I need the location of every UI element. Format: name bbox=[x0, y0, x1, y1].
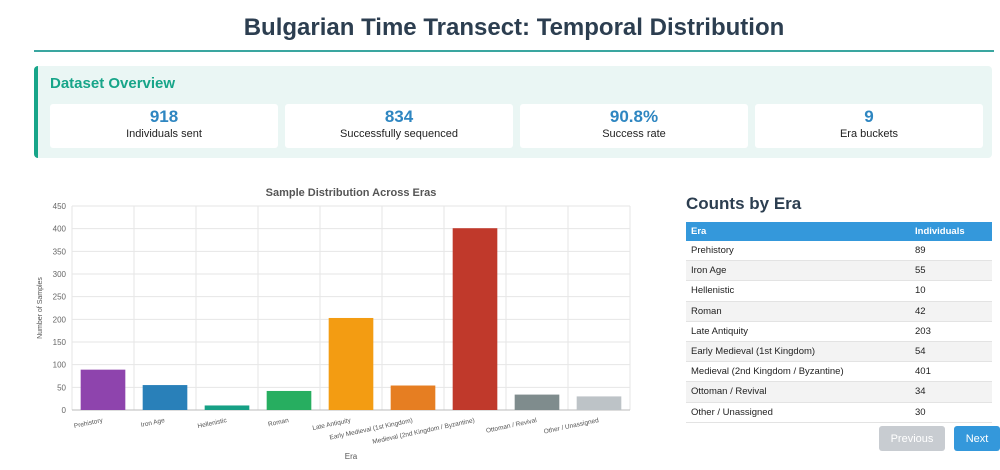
era-cell: Roman bbox=[686, 301, 910, 322]
era-cell: Other / Unassigned bbox=[686, 402, 910, 423]
table-row: Hellenistic 10 bbox=[686, 280, 992, 302]
bar bbox=[576, 396, 622, 410]
page-title: Bulgarian Time Transect: Temporal Distri… bbox=[243, 14, 785, 41]
count-cell: 401 bbox=[910, 361, 992, 383]
column-header-individuals: Individuals bbox=[910, 222, 992, 241]
era-cell: Medieval (2nd Kingdom / Byzantine) bbox=[686, 361, 910, 383]
y-tick-label: 100 bbox=[53, 361, 67, 370]
x-tick-label: Other / Unassigned bbox=[543, 417, 600, 436]
bar bbox=[328, 317, 374, 410]
stat-card-successfully-sequenced: 834 Successfully sequenced bbox=[285, 104, 513, 148]
y-tick-label: 450 bbox=[53, 202, 67, 211]
table-row: Other / Unassigned 30 bbox=[686, 402, 992, 423]
table-row: Roman 42 bbox=[686, 301, 992, 322]
bar bbox=[80, 369, 126, 410]
stat-card-success-rate: 90.8% Success rate bbox=[520, 104, 748, 148]
table-row: Late Antiquity 203 bbox=[686, 321, 992, 342]
stat-value: 918 bbox=[149, 107, 179, 126]
y-tick-label: 50 bbox=[57, 383, 66, 392]
dataset-overview: Dataset Overview 918 Individuals sent 83… bbox=[34, 66, 992, 158]
stat-label: Individuals sent bbox=[126, 128, 202, 140]
count-cell: 54 bbox=[910, 341, 992, 363]
count-cell: 30 bbox=[910, 402, 992, 423]
count-cell: 203 bbox=[910, 321, 992, 342]
next-button[interactable]: Next bbox=[954, 426, 1000, 451]
stat-card-era-buckets: 9 Era buckets bbox=[755, 104, 983, 148]
previous-button[interactable]: Previous bbox=[879, 426, 945, 451]
table-row: Prehistory 89 bbox=[686, 241, 992, 262]
era-cell: Iron Age bbox=[686, 260, 910, 282]
y-tick-label: 150 bbox=[53, 338, 67, 347]
x-axis-title: Era bbox=[345, 452, 358, 461]
count-cell: 34 bbox=[910, 381, 992, 403]
table-row: Early Medieval (1st Kingdom) 54 bbox=[686, 341, 992, 363]
bar bbox=[204, 405, 250, 410]
column-header-era: Era bbox=[686, 222, 910, 241]
y-tick-label: 0 bbox=[62, 406, 67, 415]
y-tick-label: 300 bbox=[53, 270, 67, 279]
x-tick-label: Ottoman / Revival bbox=[485, 417, 538, 435]
bar bbox=[266, 390, 312, 410]
count-cell: 55 bbox=[910, 260, 992, 282]
era-cell: Hellenistic bbox=[686, 280, 910, 302]
x-tick-label: Roman bbox=[267, 417, 289, 428]
stat-label: Successfully sequenced bbox=[339, 128, 458, 140]
bar bbox=[390, 385, 436, 410]
stat-label: Era buckets bbox=[839, 128, 899, 140]
title-divider bbox=[34, 50, 994, 52]
stat-value: 90.8% bbox=[609, 107, 659, 126]
bar bbox=[142, 385, 188, 410]
stat-value: 9 bbox=[864, 107, 874, 126]
x-tick-label: Prehistory bbox=[73, 417, 104, 430]
stat-label: Success rate bbox=[602, 128, 666, 140]
table-row: Medieval (2nd Kingdom / Byzantine) 401 bbox=[686, 361, 992, 383]
era-cell: Prehistory bbox=[686, 241, 910, 262]
x-tick-label: Late Antiquity bbox=[312, 417, 352, 432]
era-bar-chart: Sample Distribution Across Eras 0 50 100 150… bbox=[34, 180, 644, 470]
era-cell: Ottoman / Revival bbox=[686, 381, 910, 403]
y-tick-label: 200 bbox=[53, 315, 67, 324]
table-row: Iron Age 55 bbox=[686, 260, 992, 282]
era-cell: Early Medieval (1st Kingdom) bbox=[686, 341, 910, 363]
y-axis-title: Number of Samples bbox=[37, 277, 44, 339]
chart-title: Sample Distribution Across Eras bbox=[266, 187, 437, 199]
table-row: Ottoman / Revival 34 bbox=[686, 381, 992, 403]
bar bbox=[514, 394, 560, 410]
count-cell: 42 bbox=[910, 301, 992, 322]
counts-table: Era Individuals Prehistory 89 Iron Age 55 … bbox=[686, 222, 992, 423]
count-cell: 89 bbox=[910, 241, 992, 262]
chart-canvas: Sample Distribution Across Eras 0 50 100 150… bbox=[37, 187, 631, 461]
count-cell: 10 bbox=[910, 280, 992, 302]
table-header-row: Era Individuals bbox=[686, 222, 992, 241]
y-tick-label: 400 bbox=[53, 225, 67, 234]
stat-value: 834 bbox=[384, 107, 414, 126]
y-tick-label: 250 bbox=[53, 293, 67, 302]
x-tick-label: Iron Age bbox=[140, 417, 166, 429]
y-tick-label: 350 bbox=[53, 247, 67, 256]
overview-title: Dataset Overview bbox=[50, 75, 176, 92]
counts-title: Counts by Era bbox=[686, 194, 802, 213]
bar bbox=[452, 228, 498, 410]
era-cell: Late Antiquity bbox=[686, 321, 910, 342]
stat-card-individuals-sent: 918 Individuals sent bbox=[50, 104, 278, 148]
x-tick-label: Hellenistic bbox=[197, 417, 228, 430]
